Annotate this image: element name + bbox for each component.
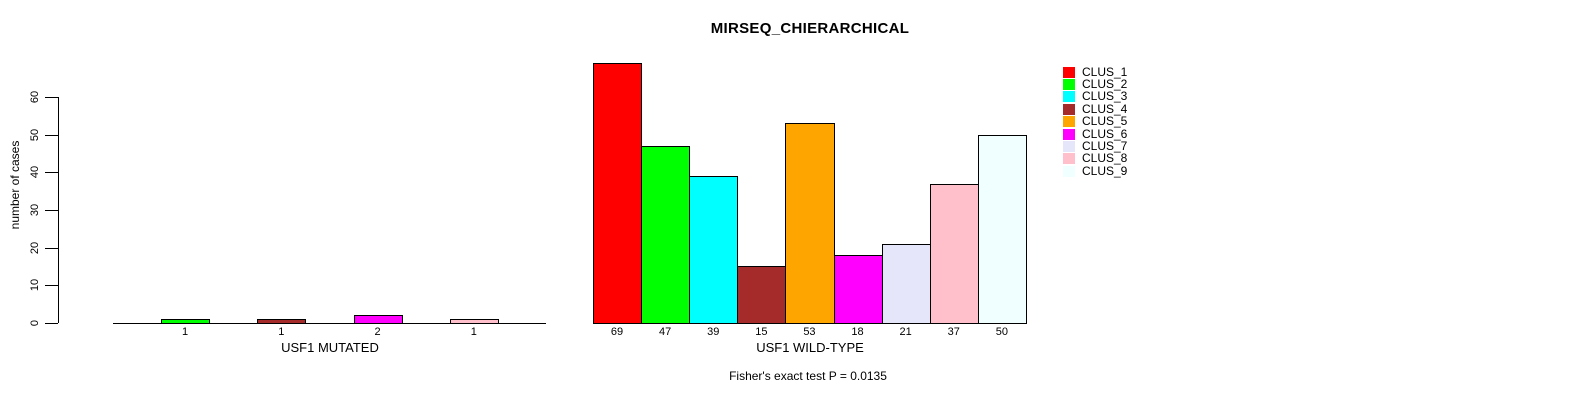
- legend-label-clus_7: CLUS_7: [1082, 138, 1128, 153]
- legend-swatch-clus_5: [1063, 116, 1075, 128]
- y-tick: [45, 134, 58, 136]
- bar-value-label: 18: [851, 326, 864, 338]
- legend-swatch-clus_9: [1063, 165, 1075, 177]
- bar-value-label: 21: [899, 326, 912, 338]
- legend-swatch-clus_1: [1063, 66, 1075, 78]
- bar-clus_8: [449, 319, 499, 324]
- y-tick-label: 20: [29, 241, 41, 254]
- y-tick: [45, 172, 58, 174]
- y-tick-label: 40: [29, 166, 41, 179]
- y-axis-line: [58, 97, 59, 323]
- legend-label-clus_2: CLUS_2: [1082, 76, 1128, 91]
- y-tick-label: 30: [29, 203, 41, 217]
- y-tick-label: 50: [29, 128, 41, 141]
- bar-value-label: 1: [182, 326, 189, 338]
- y-tick: [45, 247, 58, 249]
- bar-value-label: 47: [658, 326, 672, 338]
- y-tick: [45, 209, 58, 211]
- bar-value-label: 1: [278, 326, 285, 338]
- legend-label-clus_4: CLUS_4: [1082, 101, 1128, 116]
- y-tick-label: 10: [29, 279, 41, 292]
- legend-swatch-clus_7: [1063, 140, 1075, 152]
- bar-clus_2: [641, 145, 691, 324]
- legend-label-clus_3: CLUS_3: [1082, 89, 1128, 104]
- y-tick: [45, 96, 58, 98]
- bar-value-label: 53: [803, 326, 816, 338]
- legend-swatch-clus_8: [1063, 153, 1075, 165]
- bar-clus_3: [689, 175, 739, 324]
- chart-title: MIRSEQ_CHIERARCHICAL: [710, 20, 910, 37]
- bar-value-label: 1: [470, 326, 477, 338]
- bar-value-label: 15: [755, 326, 768, 338]
- legend-label-clus_5: CLUS_5: [1082, 114, 1128, 129]
- legend-swatch-clus_2: [1063, 78, 1075, 90]
- bar-clus_4: [737, 266, 787, 324]
- bar-value-label: 69: [610, 326, 624, 338]
- y-axis-title: number of cases: [8, 140, 22, 230]
- bar-clus_9: [977, 134, 1027, 324]
- x-axis-label-mutated: USF1 MUTATED: [281, 340, 379, 355]
- x-axis-baseline: [113, 323, 546, 324]
- bar-clus_5: [785, 123, 835, 324]
- legend-swatch-clus_3: [1063, 91, 1075, 103]
- bar-value-label: 39: [707, 326, 720, 338]
- legend-label-clus_6: CLUS_6: [1082, 126, 1128, 141]
- legend-label-clus_9: CLUS_9: [1082, 163, 1128, 178]
- y-tick: [45, 285, 58, 287]
- x-axis-label-wildtype: USF1 WILD-TYPE: [756, 340, 864, 355]
- y-tick-label: 0: [29, 319, 41, 327]
- bar-value-label: 50: [995, 326, 1008, 338]
- fisher-test-annotation: Fisher's exact test P = 0.0135: [729, 369, 887, 383]
- legend-swatch-clus_6: [1063, 128, 1075, 140]
- legend-label-clus_1: CLUS_1: [1082, 64, 1128, 79]
- legend-label-clus_8: CLUS_8: [1082, 151, 1128, 166]
- bar-value-label: 2: [374, 326, 381, 338]
- y-tick: [45, 323, 58, 324]
- legend-swatch-clus_4: [1063, 103, 1075, 115]
- bar-clus_1: [593, 62, 643, 324]
- bar-clus_2: [161, 319, 211, 324]
- bar-value-label: 37: [947, 326, 960, 338]
- bar-clus_4: [257, 319, 307, 324]
- bar-clus_6: [833, 255, 883, 324]
- bar-clus_6: [353, 315, 403, 324]
- bar-clus_7: [881, 243, 931, 324]
- y-tick-label: 60: [29, 90, 41, 103]
- bar-clus_8: [929, 183, 979, 324]
